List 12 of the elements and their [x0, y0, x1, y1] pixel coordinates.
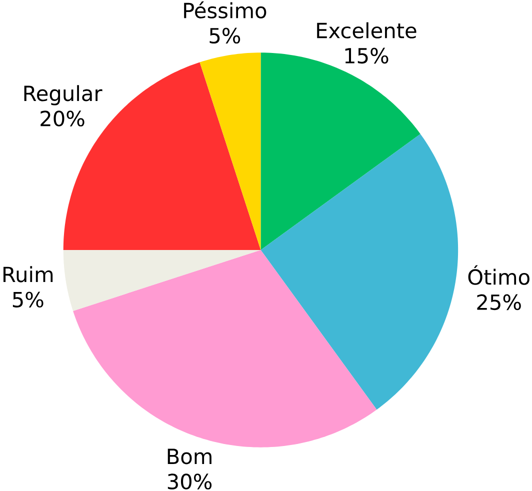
slice-label: Péssimo [184, 1, 266, 18]
slice-label: Ruim [3, 266, 53, 282]
data-label: 5% [12, 292, 44, 308]
data-label: 5% [210, 28, 240, 44]
slice-label: Bom [168, 448, 212, 464]
slice-label: Regular [24, 85, 102, 106]
slice-label: Ótimo [468, 265, 530, 285]
data-label: 30% [168, 474, 212, 490]
data-label: 15% [345, 48, 388, 64]
slice-label: Excelente [317, 22, 416, 38]
data-label: 20% [40, 110, 84, 126]
data-label: 25% [477, 294, 521, 310]
